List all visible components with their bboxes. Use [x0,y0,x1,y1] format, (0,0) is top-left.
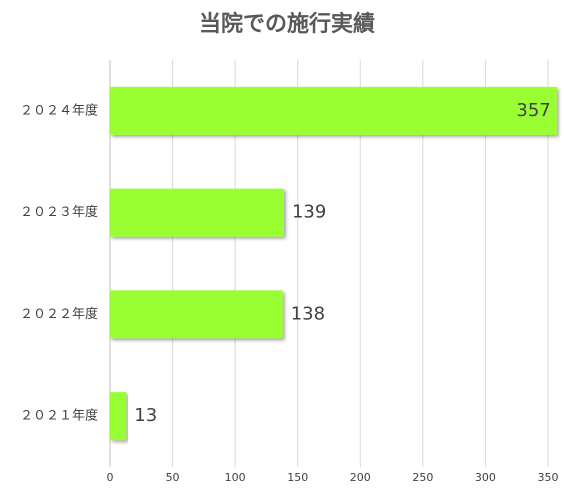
bar [110,188,284,237]
bar [110,290,283,339]
x-tick-label: 50 [166,471,180,484]
y-tick-label: ２０２２年度 [20,306,98,322]
x-tick-label: 350 [538,471,559,484]
value-label: 138 [291,303,325,324]
x-tick-label: 200 [350,471,371,484]
value-label: 139 [292,202,326,223]
chart-title: 当院での施行実績 [199,11,375,37]
x-tick-label: 100 [225,471,246,484]
y-tick-label: ２０２４年度 [20,102,98,118]
x-tick-label: 250 [412,471,433,484]
x-tick-label: 0 [107,471,114,484]
value-label: 13 [134,405,157,426]
bar [110,392,127,441]
x-tick-label: 150 [287,471,308,484]
x-tick-label: 300 [475,471,496,484]
value-label: 357 [516,100,550,121]
y-tick-label: ２０２３年度 [20,204,98,220]
y-tick-label: ２０２１年度 [20,408,98,424]
bar [110,86,557,135]
